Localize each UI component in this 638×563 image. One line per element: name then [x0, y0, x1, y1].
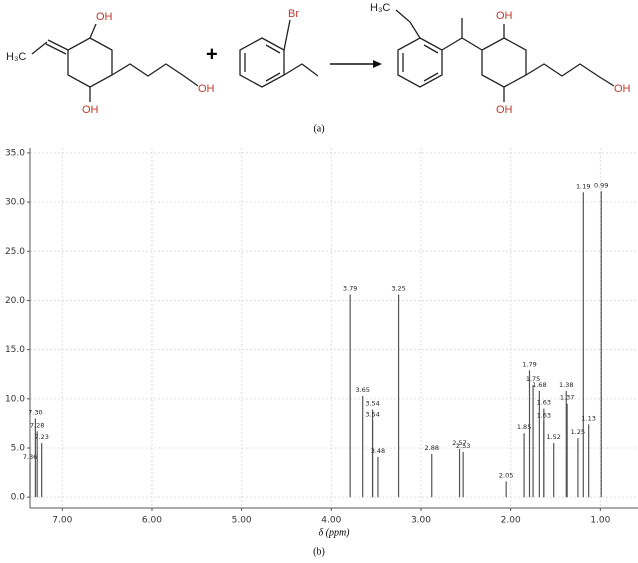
chain [441, 37, 483, 51]
x-tick-label: 1.00 [590, 516, 610, 526]
y-tick-label: 10.0 [5, 394, 25, 404]
chain [111, 63, 199, 87]
oh-label: OH [496, 104, 513, 116]
caption: (a) [313, 123, 324, 134]
bond [283, 19, 291, 51]
x-tick-label: 7.00 [52, 516, 72, 526]
oh-label: OH [198, 83, 215, 95]
caption: (b) [313, 546, 325, 557]
peak-label: 3.25 [391, 285, 405, 293]
ring [239, 37, 285, 88]
reactant-1: OH OH OH H₃C [6, 11, 215, 116]
peak-label: 2.05 [499, 471, 513, 479]
bond [31, 41, 48, 55]
y-tick-label: 35.0 [5, 148, 25, 158]
peak-label: 2.57 [452, 439, 466, 447]
chain [283, 63, 319, 77]
y-tick-label: 25.0 [5, 247, 25, 257]
arrowhead [373, 60, 382, 68]
x-tick-label: 2.00 [501, 516, 521, 526]
peak-label: 1.52 [546, 433, 560, 441]
peak-label: 7.30 [28, 408, 42, 416]
reactant-2: Br [239, 8, 319, 88]
oh-label: OH [614, 83, 631, 95]
plus: + [206, 43, 218, 65]
peak-label: 3.65 [355, 386, 369, 394]
peak-label: 1.19 [576, 182, 590, 190]
y-tick-label: 30.0 [5, 198, 25, 208]
peak-label: 1.63 [537, 411, 551, 419]
peak-label: 7.23 [34, 433, 48, 441]
peak-label: 3.54 [365, 400, 379, 408]
y-tick-label: 5.0 [11, 444, 26, 454]
methyl-label: H₃C [6, 51, 26, 63]
peak-label: 3.54 [365, 410, 379, 418]
bond [423, 72, 439, 82]
chain [395, 9, 421, 39]
oh-label: OH [496, 10, 513, 22]
chain [525, 63, 615, 87]
y-tick-label: 20.0 [5, 296, 25, 306]
ring [67, 37, 113, 88]
x-axis-title: δ (ppm) [318, 527, 350, 538]
peak-label: 1.37 [560, 394, 574, 402]
peak-label: 0.99 [594, 181, 608, 189]
product: H₃C OH OH OH [370, 2, 631, 116]
peak-label: 3.79 [343, 285, 357, 293]
peak-label: 1.79 [522, 360, 536, 368]
ring [481, 37, 527, 88]
methyl-label: H₃C [370, 2, 390, 14]
peak-label: 1.85 [517, 423, 531, 431]
spectrum: 0.0 5.0 10.0 15.0 20.0 25.0 30.0 35.0 7.00 6.00 5.… [5, 148, 638, 557]
y-tick-label: 15.0 [5, 345, 25, 355]
oh-label: OH [82, 104, 99, 116]
bond [89, 23, 97, 39]
peak-label: 7.36 [23, 453, 37, 461]
peak-label: 7.28 [30, 421, 44, 429]
bond [265, 72, 281, 82]
y-tick-label: 0.0 [11, 493, 26, 503]
x-tick-label: 4.00 [321, 516, 341, 526]
peak-label: 1.68 [532, 381, 546, 389]
peak-label: 2.88 [425, 444, 439, 452]
bond [47, 39, 69, 51]
oh-label: OH [96, 11, 113, 23]
bond [423, 44, 439, 54]
br-label: Br [288, 8, 299, 20]
ring [397, 37, 443, 88]
peak-label: 1.38 [559, 381, 573, 389]
peak-label: 1.63 [537, 399, 551, 407]
peak-label: 1.25 [571, 428, 585, 436]
peak-label: 2.53 [456, 442, 470, 450]
bond [265, 44, 281, 54]
x-tick-label: 5.00 [232, 516, 252, 526]
bond [45, 43, 67, 55]
peak-label: 3.48 [371, 447, 385, 455]
peak-label: 1.75 [526, 375, 540, 383]
peak-label: 1.13 [581, 414, 595, 422]
x-tick-label: 6.00 [142, 516, 162, 526]
x-tick-label: 3.00 [411, 516, 431, 526]
